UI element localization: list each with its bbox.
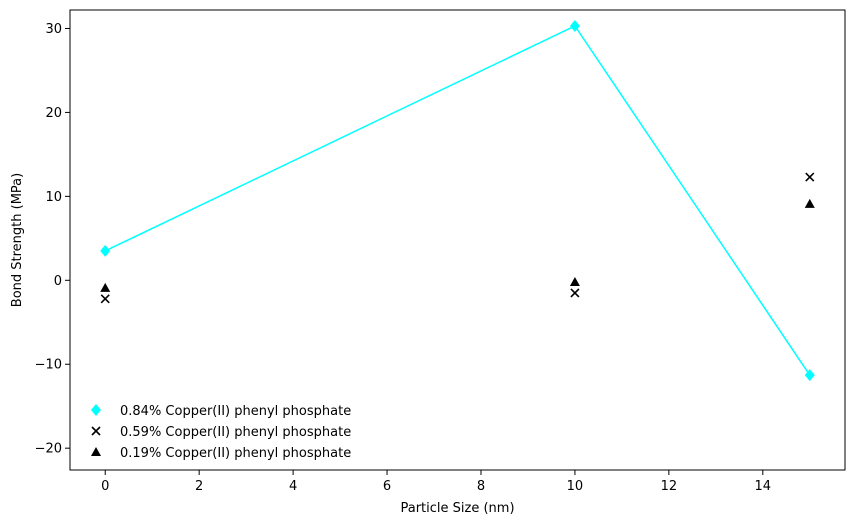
legend-marker-triangle: [91, 447, 101, 456]
legend-marker-diamond: [91, 404, 101, 416]
x-axis-label: Particle Size (nm): [400, 501, 514, 516]
legend-marker-triangle: [91, 447, 101, 456]
plot-area: [70, 10, 845, 470]
x-stroke: [91, 426, 101, 436]
y-tick-label: −20: [35, 442, 62, 457]
plot-layer: [100, 19, 815, 382]
data-point-diamond: [804, 369, 815, 382]
y-tick-label: −10: [35, 358, 62, 373]
legend-marker-x: [91, 426, 101, 436]
y-tick-label: 0: [54, 274, 62, 289]
data-point-x: [100, 294, 110, 304]
legend: 0.84% Copper(II) phenyl phosphate 0.59% …: [91, 404, 351, 461]
x-tick-label: 0: [101, 479, 109, 494]
data-point-x: [570, 288, 580, 298]
legend-label-0: 0.84% Copper(II) phenyl phosphate: [120, 404, 351, 419]
x-stroke: [100, 294, 110, 304]
legend-marker-x: [91, 426, 101, 436]
ticks-layer: 0 2 4 6 8 10 12 14 −20 −10 0 10 20 30: [35, 22, 772, 494]
x-tick-label: 8: [477, 479, 485, 494]
legend-marker-diamond: [91, 404, 101, 416]
y-tick-label: 30: [45, 22, 62, 37]
data-point-triangle: [569, 276, 580, 286]
y-tick-label: 10: [45, 190, 62, 205]
x-tick-label: 14: [755, 479, 772, 494]
legend-label-1: 0.59% Copper(II) phenyl phosphate: [120, 425, 351, 440]
data-point-triangle: [804, 198, 815, 208]
x-tick-label: 10: [567, 479, 584, 494]
x-tick-label: 2: [195, 479, 203, 494]
data-point-triangle: [100, 282, 111, 292]
plot-frame: [69, 9, 846, 471]
data-point-x: [805, 172, 815, 182]
x-tick-label: 12: [661, 479, 678, 494]
data-point-diamond: [100, 244, 111, 257]
y-tick-label: 20: [45, 106, 62, 121]
x-stroke: [570, 288, 580, 298]
data-point-diamond: [569, 19, 580, 32]
x-tick-label: 4: [289, 479, 297, 494]
x-tick-label: 6: [383, 479, 391, 494]
x-stroke: [805, 172, 815, 182]
y-axis-label: Bond Strength (MPa): [10, 173, 25, 307]
legend-label-2: 0.19% Copper(II) phenyl phosphate: [120, 446, 351, 461]
